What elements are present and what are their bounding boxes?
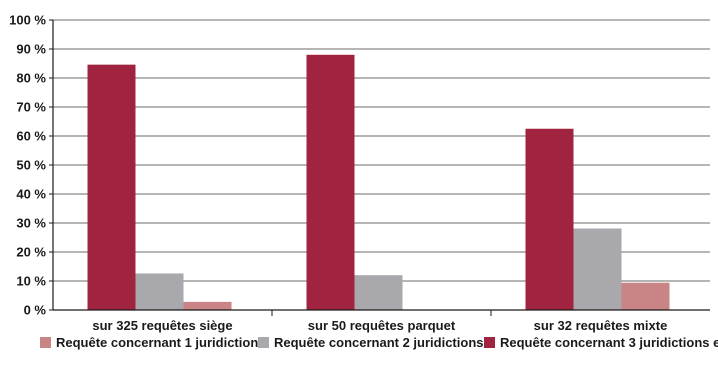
legend-item: Requête concernant 3 juridictions et + — [484, 335, 718, 350]
y-tick-label: 60 % — [16, 129, 46, 144]
y-tick-label: 70 % — [16, 100, 46, 115]
x-axis-category-labels: sur 325 requêtes siège sur 50 requêtes pa… — [92, 318, 667, 333]
y-axis-tick-labels: 0 % 10 % 20 % 30 % 40 % 50 % 60 % 70 % 80 % 90 % 1… — [9, 13, 46, 318]
y-tick-label: 80 % — [16, 71, 46, 86]
legend-label: Requête concernant 3 juridictions et + — [500, 335, 718, 350]
bar-1-3 — [525, 128, 574, 310]
x-category-label: sur 50 requêtes parquet — [308, 318, 456, 333]
y-tick-label: 0 % — [24, 303, 47, 318]
y-tick-label: 20 % — [16, 245, 46, 260]
legend: Requête concernant 1 juridiction Requête … — [40, 335, 718, 350]
legend-label: Requête concernant 2 juridictions — [274, 335, 484, 350]
bars — [87, 54, 670, 310]
legend-label: Requête concernant 1 juridiction — [56, 335, 258, 350]
y-tick-label: 40 % — [16, 187, 46, 202]
bar-2-2 — [354, 275, 403, 310]
legend-swatch — [258, 337, 269, 348]
bar-1-2 — [306, 54, 355, 310]
bar-2-3 — [573, 228, 622, 310]
grid-layer — [53, 19, 710, 282]
x-category-label: sur 325 requêtes siège — [92, 318, 232, 333]
bar-3-1 — [183, 301, 232, 310]
y-tick-label: 90 % — [16, 42, 46, 57]
y-tick-label: 50 % — [16, 158, 46, 173]
legend-item: Requête concernant 2 juridictions — [258, 335, 484, 350]
y-tick-label: 30 % — [16, 216, 46, 231]
y-tick-label: 10 % — [16, 274, 46, 289]
bar-2-1 — [135, 273, 184, 310]
legend-swatch — [40, 337, 51, 348]
axes — [49, 19, 710, 316]
x-category-label: sur 32 requêtes mixte — [534, 318, 668, 333]
y-tick-label: 100 % — [9, 13, 46, 28]
bar-1-1 — [87, 64, 136, 310]
legend-item: Requête concernant 1 juridiction — [40, 335, 258, 350]
legend-swatch — [484, 337, 495, 348]
bar-3-3 — [621, 282, 670, 310]
